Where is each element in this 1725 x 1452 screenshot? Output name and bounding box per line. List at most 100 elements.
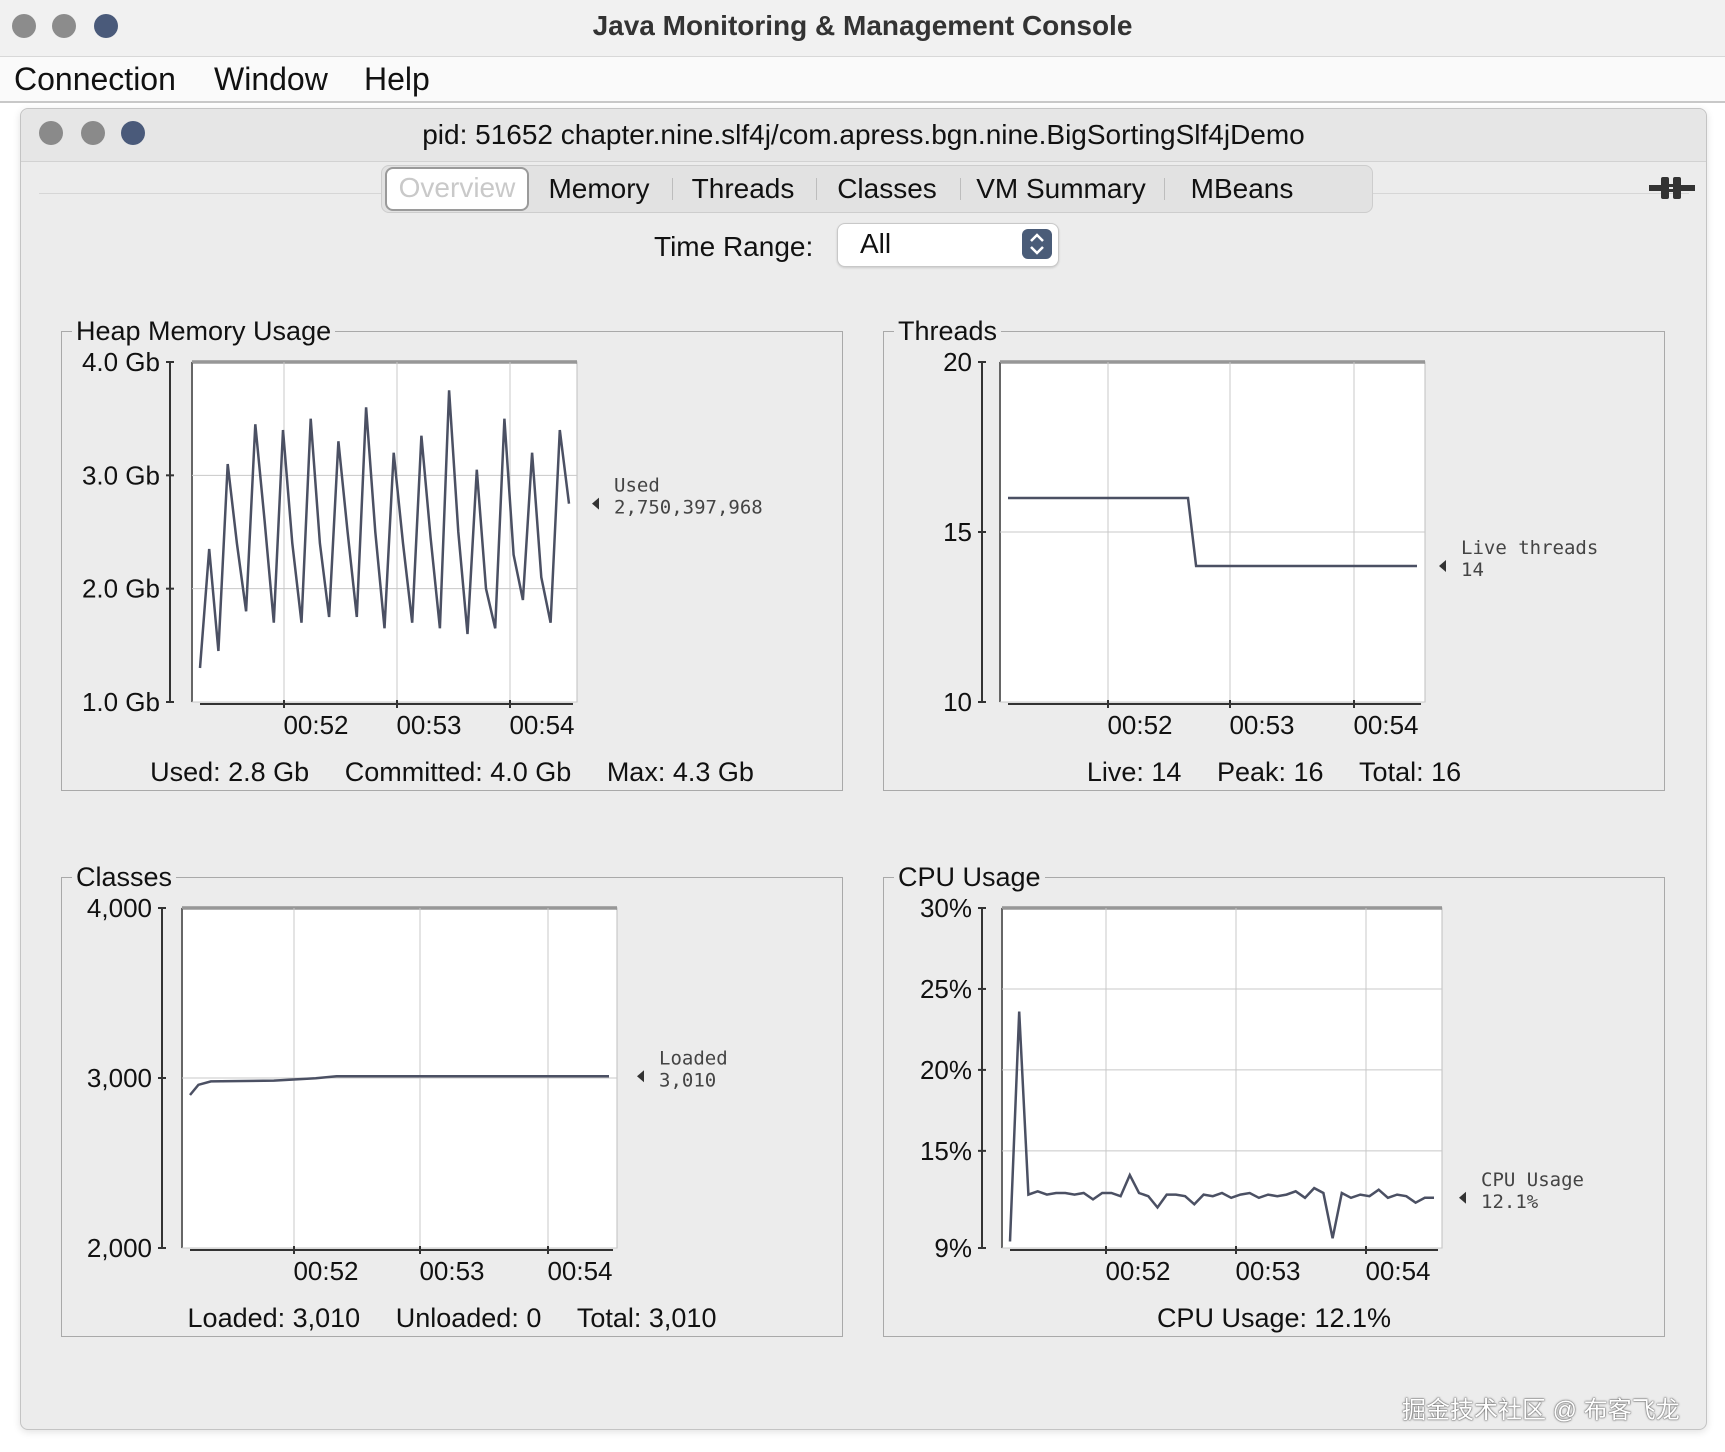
inner-window-title: pid: 51652 chapter.nine.slf4j/com.apress… [422, 119, 1305, 150]
legend-label: Used [614, 475, 660, 497]
inner-zoom-button[interactable] [121, 121, 145, 145]
y-tick-label: 20% [920, 1055, 972, 1085]
inner-window: pid: 51652 chapter.nine.slf4j/com.apress… [20, 108, 1707, 1430]
loaded-summary: Loaded: 3,010 [187, 1303, 361, 1333]
tab-memory[interactable]: Memory [548, 173, 650, 204]
live-summary: Live: 14 [1086, 757, 1182, 787]
stepper-icon [1022, 229, 1052, 259]
y-tick-label: 3,000 [87, 1063, 152, 1093]
cpu-usage-summary: CPU Usage: 12.1% [884, 1303, 1664, 1334]
legend-marker-icon [592, 497, 599, 510]
tab-overview[interactable]: Overview [385, 167, 529, 211]
x-tick-label: 00:52 [283, 710, 348, 740]
x-tick-label: 00:52 [293, 1256, 358, 1286]
x-tick-label: 00:54 [1353, 710, 1418, 740]
x-tick-label: 00:54 [547, 1256, 612, 1286]
heap-memory-chart: 1.0 Gb 2.0 Gb 3.0 Gb 4.0 Gb 00:52 00:53 00:54 U… [82, 347, 763, 740]
zoom-window-button[interactable] [94, 14, 118, 38]
x-tick-label: 00:53 [1229, 710, 1294, 740]
classes-chart: 2,000 3,000 4,000 00:52 00:53 00:54 Loaded3,01… [87, 893, 728, 1286]
time-range-select[interactable]: All [837, 223, 1059, 267]
y-tick-label: 4,000 [87, 893, 152, 923]
tab-separator [1164, 178, 1165, 200]
legend-value: 12.1% [1481, 1191, 1539, 1213]
x-tick-label: 00:53 [396, 710, 461, 740]
legend-value: 2,750,397,968 [614, 497, 763, 519]
legend-marker-icon [1439, 560, 1446, 572]
x-tick-label: 00:52 [1105, 1256, 1170, 1286]
x-tick-label: 00:54 [1365, 1256, 1430, 1286]
inner-close-button[interactable] [39, 121, 63, 145]
x-tick-label: 00:53 [1235, 1256, 1300, 1286]
heap-memory-summary: Used: 2.8 Gb Committed: 4.0 Gb Max: 4.3 … [62, 757, 842, 788]
y-tick-label: 1.0 Gb [82, 687, 160, 717]
cpu-usage-panel: CPU Usage 9% 15% 20% 25% 30% 00:52 00:53 00:54 C… [883, 862, 1665, 1337]
menu-help[interactable]: Help [364, 61, 430, 97]
max-summary: Max: 4.3 Gb [606, 757, 754, 787]
legend-label: CPU Usage [1481, 1169, 1584, 1191]
series-line [1008, 1011, 1434, 1242]
legend-value: 14 [1461, 559, 1484, 581]
cpu-usage-chart: 9% 15% 20% 25% 30% 00:52 00:53 00:54 CPU Usage12… [920, 893, 1584, 1286]
tab-separator [960, 178, 961, 200]
y-tick-label: 25% [920, 974, 972, 1004]
window-title: Java Monitoring & Management Console [592, 10, 1133, 41]
tab-separator [672, 178, 673, 200]
y-tick-label: 20 [943, 347, 972, 377]
connection-plug-icon[interactable] [1649, 173, 1695, 203]
heap-memory-panel: Heap Memory Usage 1.0 Gb 2.0 Gb 3.0 Gb 4.0 … [61, 316, 843, 791]
series-line [1008, 496, 1417, 568]
y-tick-label: 2,000 [87, 1233, 152, 1263]
total-classes-summary: Total: 3,010 [576, 1303, 717, 1333]
time-range-value: All [860, 228, 892, 259]
panel-title: Threads [894, 316, 1002, 347]
outer-titlebar: Java Monitoring & Management Console [0, 0, 1725, 57]
time-range-label: Time Range: [654, 231, 814, 262]
tab-separator [816, 178, 817, 200]
tab-vm-summary[interactable]: VM Summary [976, 173, 1146, 204]
committed-summary: Committed: 4.0 Gb [344, 757, 572, 787]
y-tick-label: 30% [920, 893, 972, 923]
close-window-button[interactable] [12, 14, 36, 38]
legend-label: Live threads [1461, 537, 1598, 559]
x-tick-label: 00:53 [419, 1256, 484, 1286]
tab-mbeans[interactable]: MBeans [1190, 173, 1294, 204]
peak-summary: Peak: 16 [1216, 757, 1324, 787]
classes-summary: Loaded: 3,010 Unloaded: 0 Total: 3,010 [62, 1303, 842, 1334]
y-tick-label: 10 [943, 687, 972, 717]
watermark: 掘金技术社区 @ 布客飞龙 [1402, 1397, 1680, 1424]
inner-minimize-button[interactable] [81, 121, 105, 145]
y-tick-label: 4.0 Gb [82, 347, 160, 377]
panel-title: Classes [72, 862, 177, 893]
unloaded-summary: Unloaded: 0 [395, 1303, 542, 1333]
panel-title: Heap Memory Usage [72, 316, 336, 347]
series-line [198, 390, 571, 669]
menu-window[interactable]: Window [214, 61, 328, 97]
y-tick-label: 2.0 Gb [82, 574, 160, 604]
legend-label: Loaded [659, 1047, 728, 1069]
legend-marker-icon [1459, 1191, 1466, 1204]
y-tick-label: 9% [934, 1233, 972, 1263]
tab-classes[interactable]: Classes [837, 173, 937, 204]
menu-connection[interactable]: Connection [14, 61, 176, 97]
panel-title: CPU Usage [894, 862, 1045, 893]
y-tick-label: 15 [943, 517, 972, 547]
cpu-usage-value-summary: CPU Usage: 12.1% [1156, 1303, 1392, 1333]
tab-threads[interactable]: Threads [691, 173, 795, 204]
y-tick-label: 15% [920, 1136, 972, 1166]
used-summary: Used: 2.8 Gb [150, 757, 310, 787]
menu-bar: Connection Window Help [0, 57, 1725, 103]
threads-summary: Live: 14 Peak: 16 Total: 16 [884, 757, 1664, 788]
x-tick-label: 00:52 [1107, 710, 1172, 740]
total-summary: Total: 16 [1359, 757, 1462, 787]
tab-bar: Overview Memory Threads Classes VM Summa… [381, 165, 1373, 213]
series-line [189, 1075, 609, 1096]
legend-value: 3,010 [659, 1069, 716, 1091]
y-tick-label: 3.0 Gb [82, 460, 160, 490]
classes-panel: Classes 2,000 3,000 4,000 00:52 00:53 00:54 Lo… [61, 862, 843, 1337]
threads-panel: Threads 10 15 20 00:52 00:53 00:54 Live thread… [883, 316, 1665, 791]
inner-titlebar: pid: 51652 chapter.nine.slf4j/com.apress… [21, 109, 1706, 162]
minimize-window-button[interactable] [52, 14, 76, 38]
plot-area [1001, 907, 1443, 1249]
